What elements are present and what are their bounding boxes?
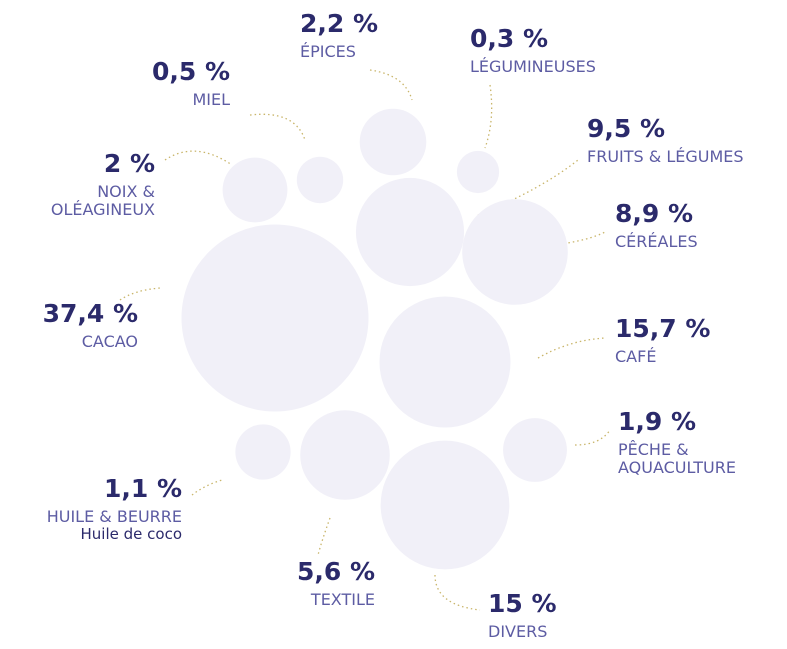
- data-label: 0,3 % LÉGUMINEUSES: [470, 24, 596, 76]
- connector: [119, 287, 161, 301]
- data-label: 2 % NOIX & OLÉAGINEUX: [50, 149, 155, 220]
- data-label: 1,1 % HUILE & BEURRE Huile de coco: [46, 474, 182, 544]
- bubble: [222, 157, 288, 223]
- connector: [574, 429, 611, 446]
- value-label: 9,5 %: [587, 114, 666, 143]
- connector: [164, 150, 233, 166]
- connector: [191, 479, 223, 496]
- category-label: LÉGUMINEUSES: [470, 56, 596, 76]
- connector: [434, 574, 481, 611]
- value-label: 0,5 %: [151, 57, 230, 86]
- category-label: ÉPICES: [300, 41, 356, 61]
- value-label: 15 %: [488, 589, 557, 618]
- connector: [317, 517, 331, 556]
- category-label: MIEL: [192, 89, 230, 109]
- value-label: 8,9 %: [615, 199, 694, 228]
- bubble: [380, 440, 510, 570]
- annotation: Huile de coco: [80, 525, 182, 544]
- bubble: [355, 177, 465, 287]
- category-label: HUILE & BEURRE: [46, 506, 182, 526]
- bubble: [235, 424, 291, 480]
- connector: [484, 84, 493, 149]
- bubble: [456, 150, 500, 194]
- value-label: 15,7 %: [615, 314, 711, 343]
- value-label: 1,1 %: [103, 474, 182, 503]
- data-label: 9,5 % FRUITS & LÉGUMES: [587, 114, 744, 166]
- category-label: PÊCHE & AQUACULTURE: [618, 439, 736, 478]
- value-label: 2,2 %: [300, 9, 379, 38]
- data-label: 15 % DIVERS: [488, 589, 557, 641]
- category-label: CÉRÉALES: [615, 231, 698, 251]
- data-label: 8,9 % CÉRÉALES: [615, 199, 698, 251]
- data-label: 5,6 % TEXTILE: [296, 557, 375, 609]
- bubble: [296, 156, 344, 204]
- value-label: 0,3 %: [470, 24, 549, 53]
- bubble: [359, 108, 427, 176]
- bubble: [462, 199, 568, 305]
- data-label: 15,7 % CAFÉ: [615, 314, 711, 366]
- connector: [249, 113, 306, 141]
- bubble: [379, 296, 511, 428]
- connector: [369, 69, 413, 101]
- category-label: TEXTILE: [310, 589, 375, 609]
- data-label: 37,4 % CACAO: [42, 299, 138, 351]
- value-label: 1,9 %: [618, 407, 697, 436]
- category-label: FRUITS & LÉGUMES: [587, 146, 744, 166]
- data-label: 1,9 % PÊCHE & AQUACULTURE: [618, 407, 736, 478]
- data-label: 2,2 % ÉPICES: [300, 9, 379, 61]
- bubble: [300, 410, 390, 500]
- bubble: [181, 224, 369, 412]
- category-label: CAFÉ: [615, 346, 657, 366]
- value-label: 37,4 %: [42, 299, 138, 328]
- category-label: DIVERS: [488, 621, 548, 641]
- bubble: [503, 418, 567, 482]
- connector: [537, 337, 606, 359]
- category-label: CACAO: [81, 331, 138, 351]
- data-label: 0,5 % MIEL: [151, 57, 230, 109]
- value-label: 2 %: [103, 149, 155, 178]
- category-label: NOIX & OLÉAGINEUX: [50, 181, 155, 220]
- value-label: 5,6 %: [296, 557, 375, 586]
